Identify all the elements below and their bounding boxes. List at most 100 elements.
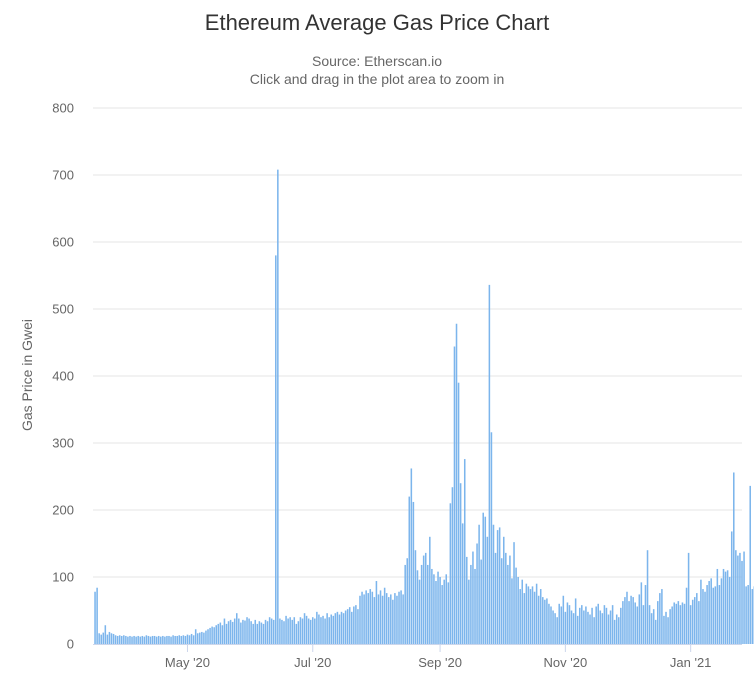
gas-price-bar[interactable] (566, 602, 569, 644)
gas-price-bar[interactable] (659, 593, 661, 644)
gas-price-bar[interactable] (194, 629, 197, 644)
gas-price-bar[interactable] (730, 531, 733, 644)
gas-price-bar[interactable] (258, 621, 261, 644)
gas-price-bar[interactable] (700, 579, 702, 644)
gas-price-bar[interactable] (281, 619, 283, 644)
gas-price-bar[interactable] (624, 597, 626, 644)
gas-price-bar[interactable] (435, 581, 437, 644)
gas-price-bar[interactable] (383, 587, 386, 644)
gas-price-bar[interactable] (392, 599, 394, 644)
gas-price-bar[interactable] (630, 595, 632, 644)
gas-price-bar[interactable] (488, 284, 491, 644)
gas-price-bar[interactable] (632, 597, 634, 644)
gas-price-bar[interactable] (256, 623, 259, 644)
gas-price-bar[interactable] (498, 527, 501, 644)
gas-price-bar[interactable] (560, 606, 563, 644)
gas-price-bar[interactable] (535, 583, 538, 644)
gas-price-bar[interactable] (698, 601, 700, 644)
gas-price-bar[interactable] (589, 614, 591, 644)
gas-price-bar[interactable] (550, 606, 552, 644)
gas-price-bar[interactable] (260, 622, 263, 644)
gas-price-bar[interactable] (665, 611, 667, 644)
gas-price-bar[interactable] (309, 619, 312, 644)
gas-price-bar[interactable] (613, 619, 616, 644)
gas-price-bar[interactable] (402, 594, 404, 644)
gas-price-bar[interactable] (225, 623, 228, 644)
gas-price-bar[interactable] (277, 169, 279, 644)
gas-price-bar[interactable] (578, 607, 581, 644)
gas-price-bar[interactable] (307, 618, 310, 644)
gas-price-bar[interactable] (240, 622, 242, 644)
gas-price-bar[interactable] (591, 607, 593, 644)
gas-price-bar[interactable] (605, 607, 608, 644)
gas-price-bar[interactable] (348, 607, 351, 644)
gas-price-bar[interactable] (301, 618, 304, 644)
gas-price-bar[interactable] (542, 597, 544, 644)
gas-price-bar[interactable] (671, 606, 673, 644)
gas-price-bar[interactable] (344, 610, 347, 645)
gas-price-bar[interactable] (351, 611, 353, 644)
gas-price-bar[interactable] (422, 555, 425, 644)
gas-price-bar[interactable] (490, 432, 493, 644)
gas-price-bar[interactable] (478, 524, 480, 644)
gas-price-bar[interactable] (576, 615, 579, 644)
gas-price-bar[interactable] (654, 619, 657, 644)
gas-price-bar[interactable] (338, 614, 341, 644)
gas-price-bar[interactable] (418, 579, 421, 644)
gas-price-bar[interactable] (463, 459, 466, 644)
gas-price-bar[interactable] (231, 621, 234, 644)
gas-price-bar[interactable] (176, 635, 178, 644)
gas-price-bar[interactable] (546, 598, 548, 644)
gas-price-bar[interactable] (359, 595, 361, 644)
gas-price-bar[interactable] (236, 613, 238, 644)
gas-price-bar[interactable] (599, 610, 602, 645)
gas-price-bar[interactable] (174, 635, 176, 644)
gas-price-bar[interactable] (94, 591, 96, 644)
gas-price-bar[interactable] (735, 550, 737, 644)
gas-price-bar[interactable] (207, 629, 209, 644)
gas-price-bar[interactable] (447, 582, 450, 644)
gas-price-bar[interactable] (367, 593, 369, 644)
gas-price-bar[interactable] (739, 552, 741, 644)
gas-price-bar[interactable] (153, 635, 156, 644)
gas-price-bar[interactable] (505, 552, 507, 644)
gas-price-bar[interactable] (233, 618, 236, 644)
gas-price-bar[interactable] (583, 610, 585, 645)
gas-price-bar[interactable] (381, 595, 384, 644)
gas-price-bar[interactable] (293, 617, 296, 644)
gas-price-bar[interactable] (104, 625, 107, 644)
gas-price-bar[interactable] (149, 636, 152, 644)
gas-price-bar[interactable] (513, 542, 515, 644)
gas-price-bar[interactable] (242, 619, 244, 644)
gas-price-bar[interactable] (414, 550, 417, 644)
gas-price-bar[interactable] (143, 636, 146, 644)
gas-price-bar[interactable] (100, 634, 102, 644)
gas-price-bar[interactable] (461, 523, 464, 644)
gas-price-bar[interactable] (722, 568, 725, 644)
gas-price-bar[interactable] (615, 614, 618, 644)
gas-price-bar[interactable] (385, 593, 388, 644)
gas-price-bar[interactable] (661, 589, 663, 644)
gas-price-bar[interactable] (681, 602, 684, 644)
gas-price-bar[interactable] (689, 605, 692, 644)
gas-price-bar[interactable] (369, 589, 372, 644)
gas-price-bar[interactable] (98, 633, 100, 644)
gas-price-bar[interactable] (679, 605, 682, 644)
gas-price-bar[interactable] (728, 577, 731, 644)
gas-price-bar[interactable] (387, 597, 390, 644)
gas-price-bar[interactable] (685, 587, 688, 644)
gas-price-bar[interactable] (558, 603, 560, 644)
gas-price-bar[interactable] (618, 617, 620, 644)
gas-price-bar[interactable] (357, 609, 359, 644)
gas-price-bar[interactable] (745, 586, 747, 644)
gas-price-bar[interactable] (453, 346, 456, 644)
gas-price-bar[interactable] (638, 594, 641, 644)
gas-price-bar[interactable] (603, 605, 606, 644)
gas-price-bar[interactable] (521, 579, 524, 644)
gas-price-bar[interactable] (455, 323, 458, 644)
gas-price-bar[interactable] (320, 617, 322, 644)
gas-price-bar[interactable] (476, 543, 478, 645)
gas-price-bar[interactable] (683, 603, 686, 644)
gas-price-bar[interactable] (162, 635, 164, 644)
